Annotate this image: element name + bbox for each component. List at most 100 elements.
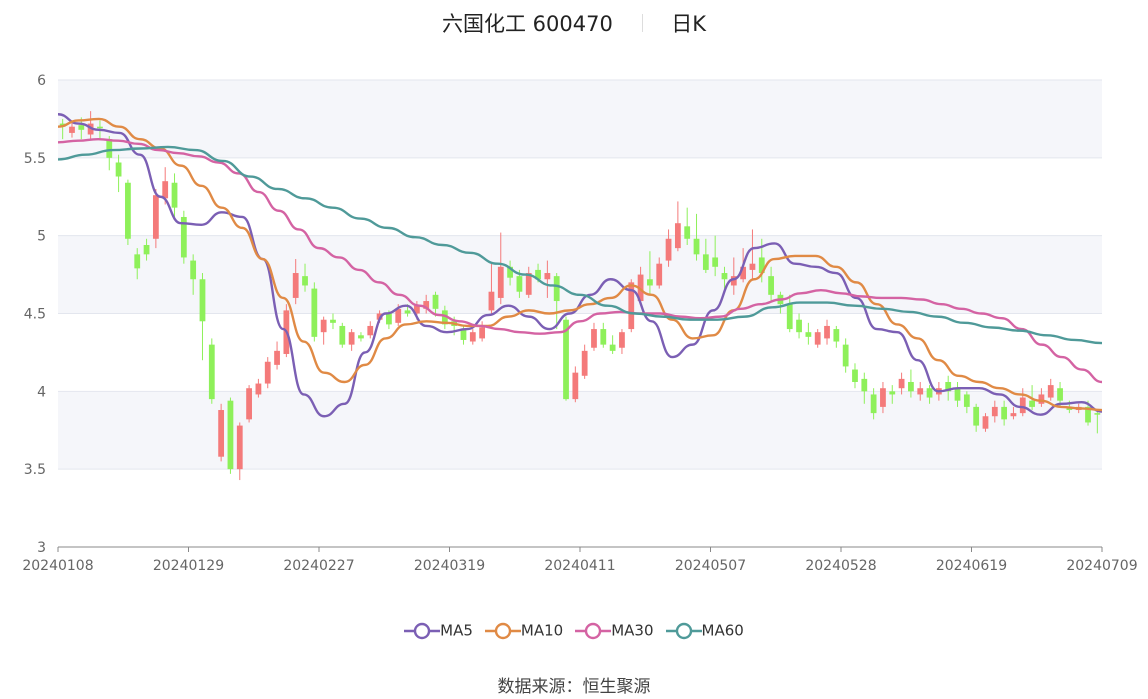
ma-line-ma30 [57,137,1103,384]
candle-body [721,273,728,280]
candle-body [320,319,327,333]
candle-body [488,291,495,311]
candle-body [97,126,103,129]
candle-body [246,388,252,420]
candle-body [693,238,700,255]
legend-item-ma10[interactable]: MA10 [484,621,564,640]
candle-body [730,276,737,286]
candle-body [889,391,896,395]
y-tick-label: 3 [37,540,46,556]
candle-body [134,254,141,269]
candle-body [973,406,980,426]
candle-body [945,381,952,392]
legend-item-ma30[interactable]: MA30 [575,621,654,640]
candle-body [413,305,420,314]
candle-body [1057,388,1063,401]
candle-body [656,263,663,286]
legend-item-ma5[interactable]: MA5 [404,621,473,640]
candle-body [600,329,607,345]
candle-body [1019,397,1026,414]
candle-body [628,282,635,330]
candle-body [1047,385,1054,398]
candle-body [553,276,560,302]
legend-marker-icon [665,622,702,639]
candle-body [749,263,756,270]
candle-body [963,394,970,407]
candle-body [1038,394,1045,404]
grid-band [58,391,1102,470]
kline-chart[interactable]: 3 3.5 4 4.5 5 5.5 6 20240108 20240129 20240227 202… [0,0,1148,610]
candle-body [497,266,504,298]
title-separator [641,14,643,32]
candle-body [544,273,551,280]
candle-body [143,245,150,255]
candle-body [218,410,225,457]
candle-body [1029,400,1035,407]
candle-body [991,406,998,417]
candle-body [796,319,802,333]
candle-body [199,279,206,322]
candle-body [954,388,961,401]
candle-body [171,182,178,208]
candle-body [609,344,616,351]
x-tick-label: 20240227 [283,558,354,574]
candle-body [311,288,318,337]
candle-body [190,260,197,280]
candle-body [525,273,532,295]
x-tick-label: 20240709 [1066,558,1137,574]
candle-body [255,383,262,395]
candle-body [460,329,467,340]
candle-body [665,238,672,261]
y-tick-label: 5 [37,229,46,245]
candle-body [516,276,523,292]
candle-body [358,335,364,339]
candle-body [535,269,541,280]
candle-body [367,325,374,336]
candle-body [469,332,476,342]
y-tick-label: 4.5 [24,307,46,323]
candle-body [208,344,215,400]
source-provider: 恒生聚源 [582,677,651,697]
candle-body [125,182,131,239]
candle-body [339,325,346,345]
candle-body [637,274,644,302]
candle-body [581,350,588,376]
candle-body [768,276,774,295]
candle-body [908,381,914,392]
candle-body [432,294,439,309]
candle-body [1094,413,1101,415]
candle-body [162,181,169,199]
ma-line-ma5 [57,113,1103,418]
candle-body [563,319,569,400]
x-tick-label: 20240619 [936,558,1007,574]
candle-body [152,195,159,239]
candle-body [395,308,402,323]
candle-body [180,216,187,258]
candle-body [805,332,812,337]
legend-label: MA10 [520,621,564,640]
candle-body [507,266,513,278]
candle-body [861,378,868,392]
ma-line-ma10 [57,117,1103,412]
data-source: 数据来源：恒生聚源 [0,672,1148,697]
candle-body [423,301,430,309]
candle-body [833,329,840,342]
candle-body [404,310,411,314]
candle-body [386,313,392,325]
legend-label: MA30 [611,621,654,640]
candle-body [274,350,280,365]
legend-marker-icon [484,622,521,639]
ma-line-ma60 [57,145,1103,345]
candle-body [302,276,308,286]
x-tick-label: 20240411 [544,558,615,574]
candle-body [376,313,383,320]
candle-body [786,304,793,330]
candle-body [572,372,579,400]
legend-item-ma60[interactable]: MA60 [665,621,744,640]
period-label[interactable]: 日K [671,12,706,36]
candle-body [898,378,905,389]
stock-name: 六国化工 600470 [442,12,613,36]
y-tick-label: 5.5 [24,151,46,167]
candle-body [115,162,122,177]
candle-body [479,327,486,339]
